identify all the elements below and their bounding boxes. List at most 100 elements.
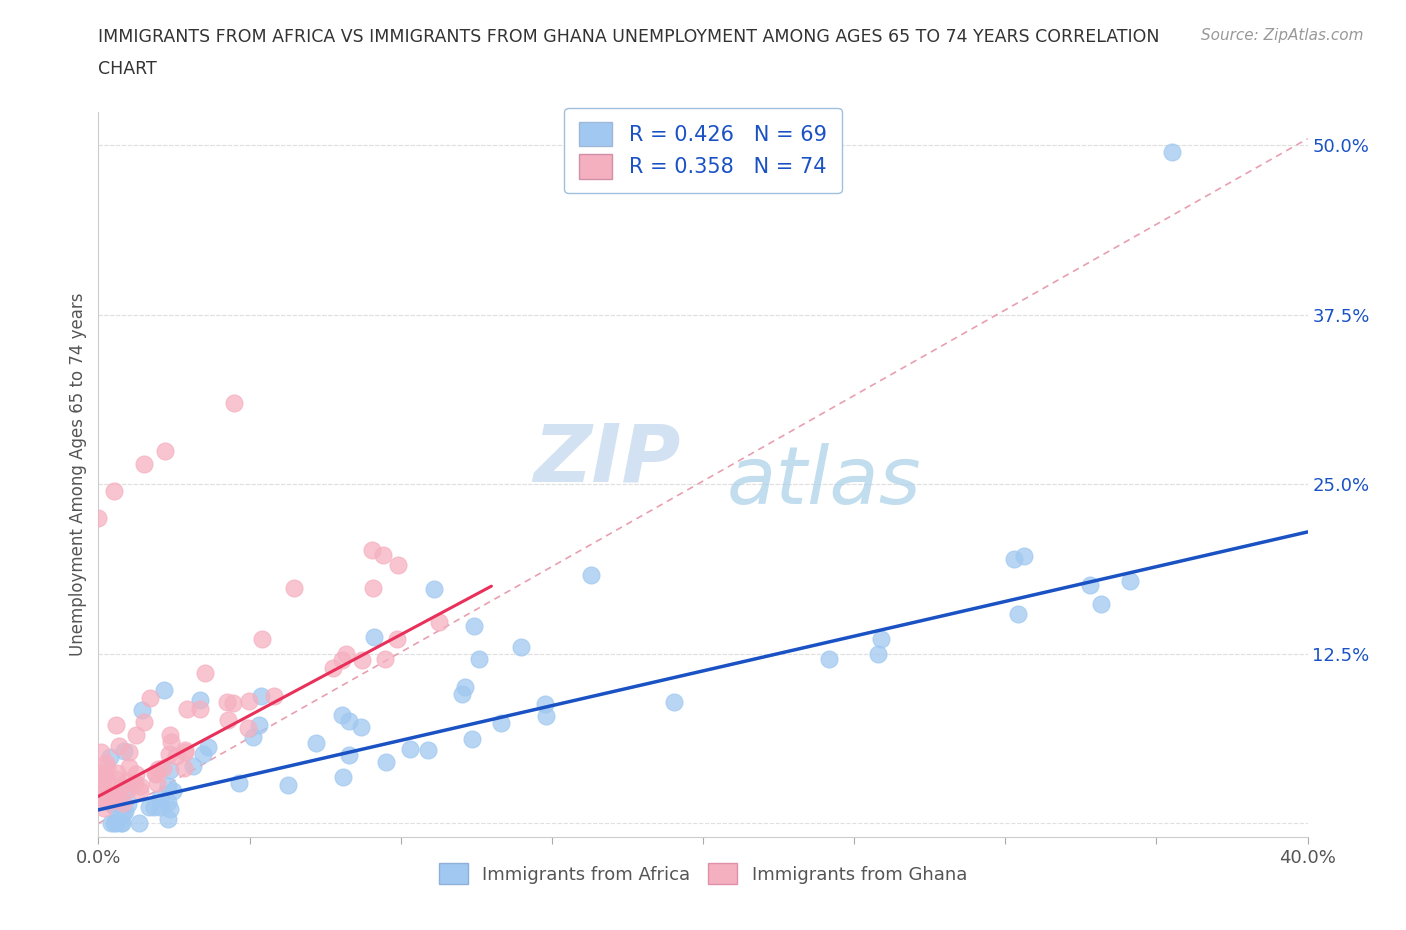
Point	[374, 651, 396, 666]
Point	[159, 727, 181, 742]
Point	[132, 714, 155, 729]
Point	[143, 766, 166, 781]
Point	[103, 790, 125, 804]
Point	[191, 746, 214, 761]
Point	[385, 631, 408, 646]
Point	[96, 772, 118, 787]
Point	[1090, 596, 1112, 611]
Text: ZIP: ZIP	[533, 420, 681, 498]
Point	[173, 745, 195, 760]
Point	[157, 779, 180, 794]
Point	[510, 639, 533, 654]
Point	[96, 755, 118, 770]
Point	[247, 717, 270, 732]
Point	[129, 778, 152, 793]
Point	[197, 740, 219, 755]
Point	[817, 652, 839, 667]
Point	[156, 795, 179, 810]
Point	[1012, 549, 1035, 564]
Point	[117, 745, 139, 760]
Point	[339, 714, 361, 729]
Point	[868, 646, 890, 661]
Point	[138, 691, 160, 706]
Point	[250, 631, 273, 646]
Point	[1119, 574, 1142, 589]
Text: atlas: atlas	[727, 443, 921, 521]
Point	[111, 816, 134, 830]
Point	[188, 701, 211, 716]
Point	[181, 759, 204, 774]
Point	[217, 712, 239, 727]
Point	[374, 755, 396, 770]
Point	[305, 736, 328, 751]
Point	[111, 777, 134, 792]
Point	[138, 800, 160, 815]
Point	[387, 558, 409, 573]
Point	[98, 750, 121, 764]
Point	[105, 766, 128, 781]
Point	[103, 816, 125, 830]
Point	[125, 766, 148, 781]
Point	[217, 695, 239, 710]
Point	[112, 744, 135, 759]
Text: CHART: CHART	[98, 60, 157, 78]
Point	[330, 653, 353, 668]
Point	[467, 651, 489, 666]
Point	[176, 701, 198, 716]
Point	[1007, 607, 1029, 622]
Point	[228, 776, 250, 790]
Point	[89, 773, 111, 788]
Point	[148, 791, 170, 806]
Point	[110, 816, 132, 830]
Point	[153, 683, 176, 698]
Point	[93, 800, 115, 815]
Point	[103, 798, 125, 813]
Point	[111, 806, 134, 821]
Point	[194, 665, 217, 680]
Point	[1002, 551, 1025, 566]
Point	[96, 760, 118, 775]
Point	[104, 792, 127, 807]
Point	[463, 618, 485, 633]
Point	[157, 747, 180, 762]
Point	[283, 581, 305, 596]
Point	[146, 762, 169, 777]
Point	[662, 695, 685, 710]
Point	[350, 720, 373, 735]
Point	[350, 653, 373, 668]
Point	[173, 761, 195, 776]
Point	[339, 748, 361, 763]
Point	[159, 763, 181, 777]
Point	[263, 688, 285, 703]
Point	[131, 702, 153, 717]
Y-axis label: Unemployment Among Ages 65 to 74 years: Unemployment Among Ages 65 to 74 years	[69, 293, 87, 656]
Point	[118, 760, 141, 775]
Point	[117, 796, 139, 811]
Point	[489, 716, 512, 731]
Point	[108, 739, 131, 754]
Point	[149, 799, 172, 814]
Point	[90, 790, 112, 804]
Point	[242, 729, 264, 744]
Point	[870, 631, 893, 646]
Point	[249, 689, 271, 704]
Point	[89, 788, 111, 803]
Point	[534, 709, 557, 724]
Point	[423, 581, 446, 596]
Point	[104, 772, 127, 787]
Point	[399, 741, 422, 756]
Point	[114, 782, 136, 797]
Point	[416, 743, 439, 758]
Point	[427, 615, 450, 630]
Point	[91, 778, 114, 793]
Point	[188, 692, 211, 707]
Point	[461, 731, 484, 746]
Point	[87, 511, 110, 525]
Point	[371, 548, 394, 563]
Point	[322, 660, 344, 675]
Point	[100, 792, 122, 807]
Point	[162, 783, 184, 798]
Point	[173, 743, 195, 758]
Point	[89, 793, 111, 808]
Point	[454, 680, 477, 695]
